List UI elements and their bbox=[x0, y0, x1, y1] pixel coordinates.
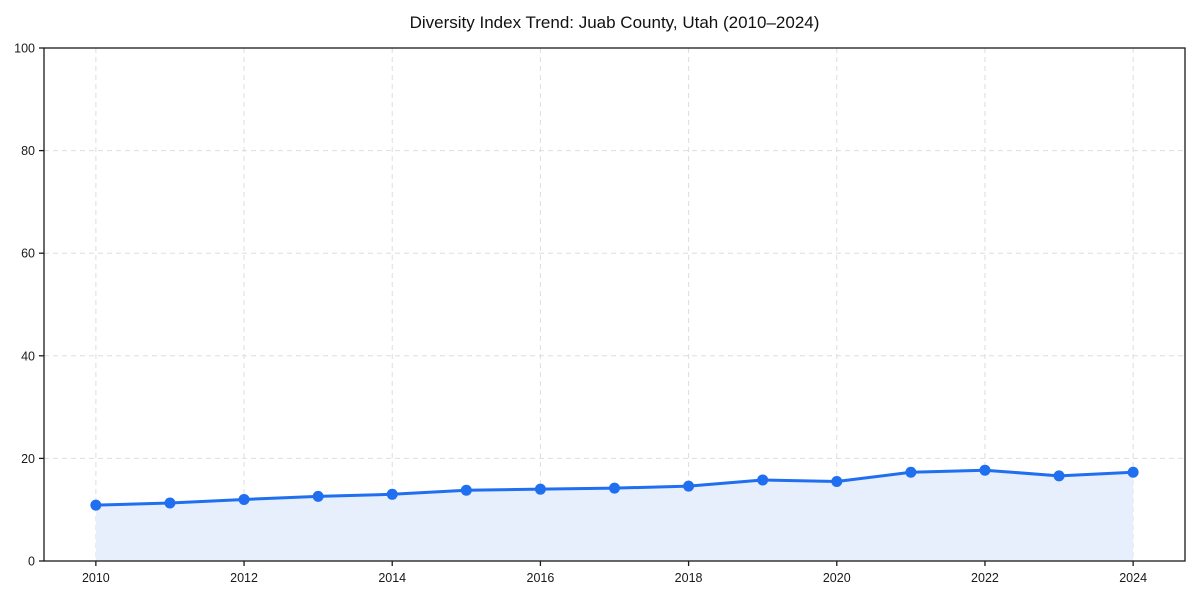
tick-labels: 0 20 40 60 80 100 2010 2012 2014 2016 2018 2020 2022… bbox=[14, 42, 1147, 586]
tick-label-x-2012: 2012 bbox=[230, 571, 258, 585]
plot-border bbox=[43, 47, 1186, 562]
data-point-2018 bbox=[683, 480, 695, 492]
tick-label-y-20: 20 bbox=[21, 452, 35, 466]
axes-box bbox=[39, 47, 1186, 566]
tick-label-y-60: 60 bbox=[21, 247, 35, 261]
gridlines bbox=[44, 47, 1185, 562]
data-point-2010 bbox=[90, 499, 102, 511]
data-point-2020 bbox=[831, 475, 843, 487]
data-point-2015 bbox=[460, 484, 472, 496]
data-point-2024 bbox=[1127, 466, 1139, 478]
tick-label-x-2022: 2022 bbox=[971, 571, 999, 585]
tick-label-x-2024: 2024 bbox=[1119, 571, 1147, 585]
data-markers bbox=[90, 464, 1139, 511]
data-point-2019 bbox=[757, 474, 769, 486]
data-point-2012 bbox=[238, 493, 250, 505]
data-point-2014 bbox=[386, 488, 398, 500]
data-point-2022 bbox=[979, 464, 991, 476]
chart-title: Diversity Index Trend: Juab County, Utah… bbox=[410, 13, 820, 32]
data-point-2013 bbox=[312, 490, 324, 502]
data-point-2011 bbox=[164, 497, 176, 509]
data-point-2023 bbox=[1053, 470, 1065, 482]
tick-label-x-2014: 2014 bbox=[378, 571, 406, 585]
area-fill bbox=[95, 470, 1134, 561]
tick-label-y-0: 0 bbox=[28, 555, 35, 569]
tick-label-x-2018: 2018 bbox=[675, 571, 703, 585]
data-point-2021 bbox=[905, 466, 917, 478]
tick-label-y-100: 100 bbox=[14, 42, 35, 56]
tick-label-y-40: 40 bbox=[21, 349, 35, 363]
data-point-2017 bbox=[609, 482, 620, 494]
series-area-fill bbox=[95, 470, 1134, 561]
tick-label-y-80: 80 bbox=[21, 144, 35, 158]
tick-label-x-2020: 2020 bbox=[823, 571, 851, 585]
tick-label-x-2016: 2016 bbox=[527, 571, 555, 585]
data-point-2016 bbox=[534, 483, 546, 495]
tick-label-x-2010: 2010 bbox=[82, 571, 110, 585]
